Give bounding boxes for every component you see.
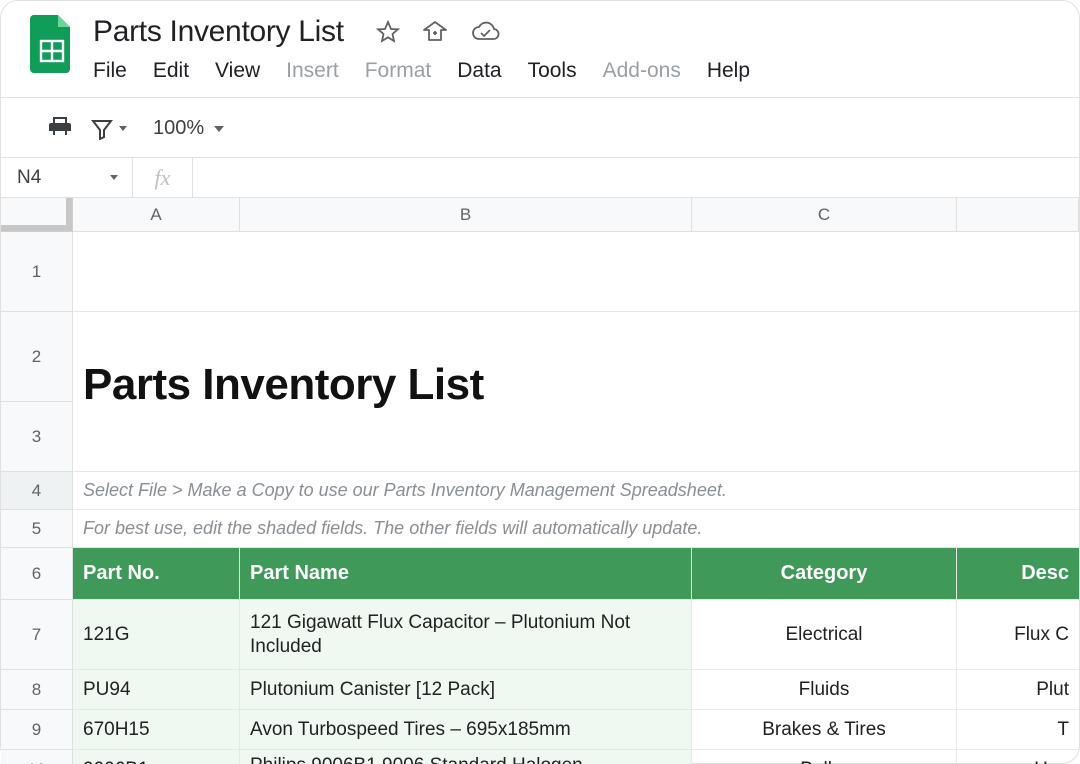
cell-description[interactable]: Plut xyxy=(957,670,1079,710)
cell-reference: N4 xyxy=(17,167,41,189)
instruction-text: For best use, edit the shaded fields. Th… xyxy=(83,518,702,539)
row-header[interactable]: 9 xyxy=(1,710,73,750)
table-header-description[interactable]: Desc xyxy=(957,548,1079,600)
table-header-part-no[interactable]: Part No. xyxy=(73,548,240,600)
menu-file[interactable]: File xyxy=(93,59,127,83)
menu-help[interactable]: Help xyxy=(707,59,750,83)
cell-part-no[interactable]: 121G xyxy=(73,600,240,670)
cell-part-no[interactable]: PU94 xyxy=(73,670,240,710)
zoom-dropdown[interactable]: 100% xyxy=(153,117,224,140)
column-header-c[interactable]: C xyxy=(692,198,957,232)
sheets-app-icon[interactable] xyxy=(29,15,75,75)
instruction-row[interactable]: For best use, edit the shaded fields. Th… xyxy=(73,510,1079,548)
row-header[interactable]: 5 xyxy=(1,510,73,548)
move-icon[interactable] xyxy=(422,20,448,44)
row-header[interactable]: 3 xyxy=(1,402,73,472)
cloud-status-icon[interactable] xyxy=(470,21,500,43)
chevron-down-icon xyxy=(110,175,118,180)
print-icon[interactable] xyxy=(47,114,73,143)
cell-category[interactable]: Electrical xyxy=(692,600,957,670)
row-header[interactable]: 10 xyxy=(1,750,73,764)
column-header-d[interactable] xyxy=(957,198,1079,232)
formula-bar[interactable] xyxy=(193,158,1079,197)
menu-tools[interactable]: Tools xyxy=(528,59,577,83)
menu-insert[interactable]: Insert xyxy=(286,59,339,83)
instruction-row[interactable]: Select File > Make a Copy to use our Par… xyxy=(73,472,1079,510)
instruction-text: Select File > Make a Copy to use our Par… xyxy=(83,480,727,501)
table-header-category[interactable]: Category xyxy=(692,548,957,600)
menu-data[interactable]: Data xyxy=(457,59,501,83)
cell-part-name[interactable]: Philips 9006B1 9006 Standard Halogen xyxy=(240,750,692,764)
filter-icon[interactable] xyxy=(91,118,127,140)
row-header[interactable]: 6 xyxy=(1,548,73,600)
menu-bar: File Edit View Insert Format Data Tools … xyxy=(93,59,750,83)
select-all-corner[interactable] xyxy=(1,198,73,232)
row-header[interactable]: 8 xyxy=(1,670,73,710)
row-header[interactable]: 2 xyxy=(1,312,73,402)
row-header[interactable]: 7 xyxy=(1,600,73,670)
cell-part-no[interactable]: 9006B1 xyxy=(73,750,240,764)
cell-part-name[interactable]: Avon Turbospeed Tires – 695x185mm xyxy=(240,710,692,750)
cell[interactable] xyxy=(73,232,1079,312)
column-header-b[interactable]: B xyxy=(240,198,692,232)
fx-icon: fx xyxy=(133,158,193,197)
sheet-title: Parts Inventory List xyxy=(83,360,484,410)
star-icon[interactable] xyxy=(376,20,400,44)
menu-format[interactable]: Format xyxy=(365,59,432,83)
menu-addons[interactable]: Add-ons xyxy=(603,59,681,83)
chevron-down-icon xyxy=(214,126,224,132)
menu-view[interactable]: View xyxy=(215,59,260,83)
name-box[interactable]: N4 xyxy=(1,158,133,197)
cell-description[interactable]: T xyxy=(957,710,1079,750)
row-header[interactable]: 1 xyxy=(1,232,73,312)
column-header-a[interactable]: A xyxy=(73,198,240,232)
cell-category[interactable]: Brakes & Tires xyxy=(692,710,957,750)
zoom-value: 100% xyxy=(153,117,204,140)
cell-category[interactable]: Bulbs xyxy=(692,750,957,764)
cell-description[interactable]: Hea xyxy=(957,750,1079,764)
sheet-title-cell[interactable]: Parts Inventory List xyxy=(73,402,1079,472)
document-title[interactable]: Parts Inventory List xyxy=(93,15,344,49)
table-header-part-name[interactable]: Part Name xyxy=(240,548,692,600)
cell-category[interactable]: Fluids xyxy=(692,670,957,710)
cell-part-no[interactable]: 670H15 xyxy=(73,710,240,750)
cell-part-name[interactable]: Plutonium Canister [12 Pack] xyxy=(240,670,692,710)
cell-description[interactable]: Flux C xyxy=(957,600,1079,670)
cell-part-name[interactable]: 121 Gigawatt Flux Capacitor – Plutonium … xyxy=(240,600,692,670)
spreadsheet-grid[interactable]: A B C 1 2 3 Parts Inventory List 4 Selec… xyxy=(1,198,1079,764)
menu-edit[interactable]: Edit xyxy=(153,59,189,83)
row-header[interactable]: 4 xyxy=(1,472,73,510)
